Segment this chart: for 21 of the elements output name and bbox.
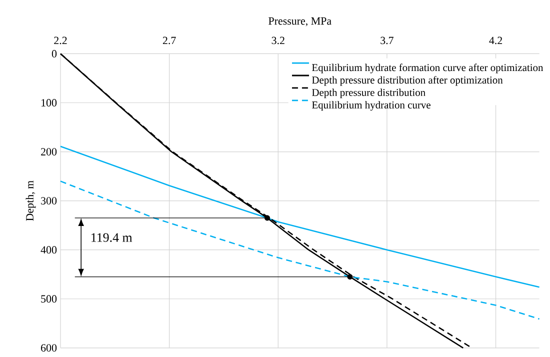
x-axis-title: Pressure, MPa [268,17,332,26]
y-tick-label: 600 [41,344,57,352]
x-tick-label: 2.2 [54,36,67,44]
y-tick-label: 200 [41,148,57,156]
y-tick-label: 300 [41,197,57,205]
legend-label: Equilibrium hydrate formation curve after optimization [312,64,544,74]
annotation: 119.4 m [92,233,132,242]
x-tick-label: 3.7 [380,36,394,44]
legend-label: Depth pressure distribution after optimization [312,76,503,86]
line-series [60,180,540,320]
x-tick-label: 2.7 [162,36,176,44]
line-series [60,146,540,288]
y-tick-label: 100 [42,99,57,106]
y-tick-label: 400 [40,246,57,254]
x-tick-label: 3.2 [272,36,284,44]
legend-label: Depth pressure distribution [312,88,426,98]
x-tick-label: 4.2 [489,36,502,44]
legend-label: Equilibrium hydration curve [312,101,430,111]
y-axis-title: Depth, m [26,180,36,221]
y-tick-label: 0 [52,50,57,58]
y-tick-label: 500 [41,295,57,303]
